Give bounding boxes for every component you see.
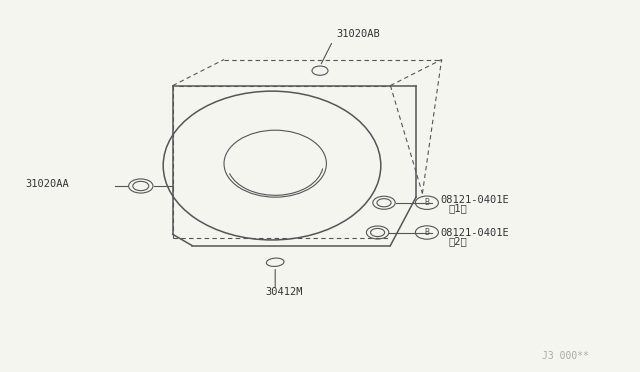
Text: B: B [424, 228, 429, 237]
Text: 31020AB: 31020AB [336, 29, 380, 39]
Text: （1）: （1） [448, 203, 467, 213]
Text: 08121-0401E: 08121-0401E [440, 228, 509, 237]
Text: 30412M: 30412M [266, 287, 303, 297]
Text: （2）: （2） [448, 236, 467, 246]
Text: 08121-0401E: 08121-0401E [440, 195, 509, 205]
Text: J3 000**: J3 000** [542, 351, 589, 361]
Text: B: B [424, 198, 429, 207]
Text: 31020AA: 31020AA [26, 179, 69, 189]
